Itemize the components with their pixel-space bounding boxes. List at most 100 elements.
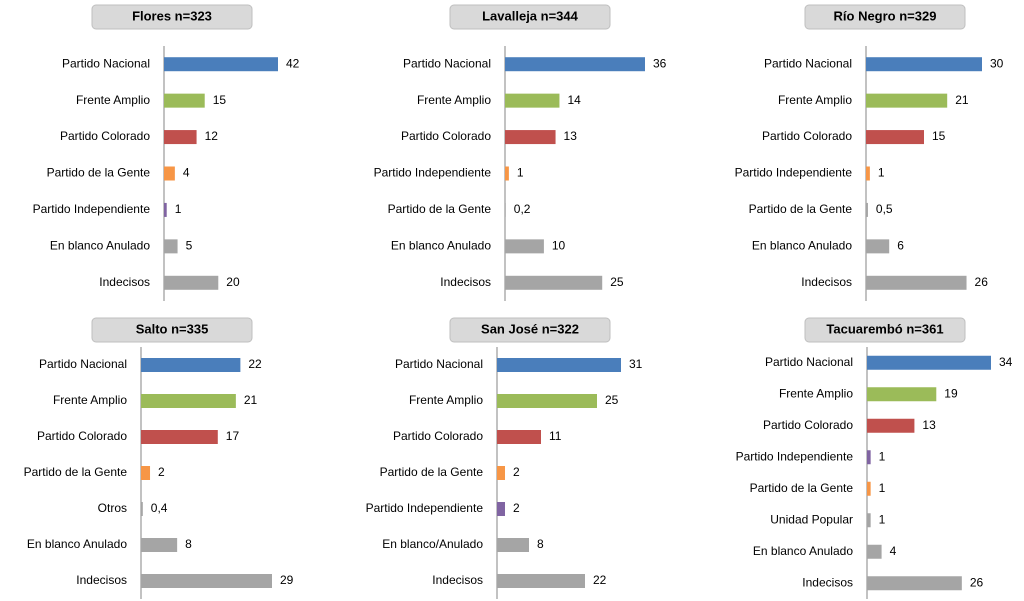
title-box [91, 317, 253, 343]
bar [866, 130, 924, 145]
bar [141, 502, 143, 516]
chart-title: Salto n=335 [136, 321, 209, 336]
bar [141, 538, 178, 552]
bar [867, 544, 882, 559]
category-label: Indecisos [801, 275, 852, 289]
category-label: Partido de la Gente [47, 166, 151, 180]
chart-title: Tacuarembó n=361 [826, 321, 943, 336]
category-label: Partido Independiente [33, 202, 151, 216]
category-label: Indecisos [76, 573, 127, 587]
value-label: 2 [513, 501, 520, 515]
bar [164, 202, 167, 217]
value-label: 25 [610, 275, 624, 289]
bar [505, 239, 544, 254]
bar [164, 166, 175, 181]
category-label: Partido de la Gente [380, 465, 484, 479]
category-label: Indecisos [440, 275, 491, 289]
bar [505, 93, 560, 108]
value-label: 1 [878, 166, 885, 180]
value-label: 12 [205, 129, 219, 143]
category-label: Partido Colorado [401, 129, 491, 143]
value-label: 1 [879, 449, 886, 463]
category-label: Partido Nacional [39, 357, 127, 371]
value-label: 10 [552, 239, 566, 253]
value-label: 15 [932, 129, 946, 143]
value-label: 14 [567, 93, 581, 107]
category-label: En blanco Anulado [753, 544, 853, 558]
category-label: En blanco/Anulado [382, 537, 483, 551]
category-label: Indecisos [802, 575, 853, 589]
value-label: 1 [175, 202, 182, 216]
value-label: 13 [564, 129, 578, 143]
title-box [804, 317, 966, 343]
title-box [449, 4, 611, 30]
category-label: Partido Nacional [764, 56, 852, 70]
value-label: 36 [653, 56, 667, 70]
bar [867, 418, 915, 433]
bar [164, 239, 178, 254]
value-label: 1 [517, 166, 524, 180]
category-label: Indecisos [432, 573, 483, 587]
category-label: Unidad Popular [770, 512, 853, 526]
bar [867, 355, 991, 370]
value-label: 5 [186, 239, 193, 253]
value-label: 6 [897, 239, 904, 253]
chart-title: Río Negro n=329 [834, 8, 937, 23]
category-label: Partido Colorado [393, 429, 483, 443]
value-label: 13 [922, 418, 936, 432]
value-label: 21 [244, 393, 258, 407]
value-label: 1 [879, 481, 886, 495]
bar [867, 450, 871, 465]
bar [497, 430, 541, 444]
bar [505, 202, 506, 217]
value-label: 1 [879, 512, 886, 526]
value-label: 15 [213, 93, 227, 107]
category-label: Frente Amplio [778, 93, 852, 107]
bar [866, 166, 870, 181]
chart-title: Lavalleja n=344 [482, 8, 579, 23]
chart-title: San José n=322 [481, 321, 579, 336]
value-label: 21 [955, 93, 969, 107]
category-label: Frente Amplio [779, 386, 853, 400]
category-label: Partido de la Gente [749, 202, 853, 216]
category-label: Partido Nacional [395, 357, 483, 371]
bar [866, 202, 868, 217]
bar [505, 130, 556, 145]
category-label: Partido Nacional [62, 56, 150, 70]
category-label: Otros [98, 501, 127, 515]
bar [141, 466, 151, 480]
category-label: Partido de la Gente [24, 465, 128, 479]
title-box [91, 4, 253, 30]
category-label: Partido Colorado [762, 129, 852, 143]
category-label: Frente Amplio [409, 393, 483, 407]
value-label: 22 [248, 357, 262, 371]
bar [141, 358, 241, 372]
value-label: 0,4 [151, 501, 168, 515]
value-label: 26 [975, 275, 989, 289]
bar [164, 57, 278, 72]
bar [141, 574, 272, 588]
category-label: Frente Amplio [417, 93, 491, 107]
category-label: Partido Colorado [37, 429, 127, 443]
bar [505, 166, 509, 181]
category-label: Partido Nacional [765, 355, 853, 369]
category-label: Partido Independiente [736, 449, 854, 463]
value-label: 42 [286, 56, 300, 70]
category-label: Frente Amplio [53, 393, 127, 407]
value-label: 0,2 [514, 202, 531, 216]
category-label: Partido Colorado [763, 418, 853, 432]
bar [505, 57, 645, 72]
bar [867, 513, 871, 528]
category-label: En blanco Anulado [27, 537, 127, 551]
bar [497, 538, 529, 552]
value-label: 30 [990, 56, 1004, 70]
bar [867, 576, 962, 591]
value-label: 31 [629, 357, 643, 371]
bar [497, 394, 597, 408]
bar [497, 358, 621, 372]
bar [497, 502, 505, 516]
category-label: En blanco Anulado [752, 239, 852, 253]
category-label: Partido Independiente [374, 166, 492, 180]
value-label: 34 [999, 355, 1013, 369]
